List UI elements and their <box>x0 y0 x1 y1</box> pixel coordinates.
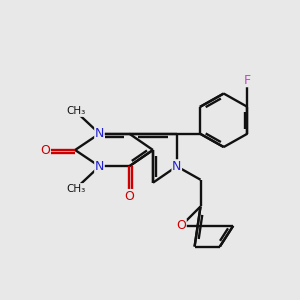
Text: CH₃: CH₃ <box>66 106 85 116</box>
Text: N: N <box>95 160 104 173</box>
Text: F: F <box>244 74 251 87</box>
Text: CH₃: CH₃ <box>66 184 85 194</box>
Text: O: O <box>124 190 134 202</box>
Text: N: N <box>95 127 104 140</box>
Text: N: N <box>172 160 182 173</box>
Text: O: O <box>40 143 50 157</box>
Text: O: O <box>176 219 186 232</box>
